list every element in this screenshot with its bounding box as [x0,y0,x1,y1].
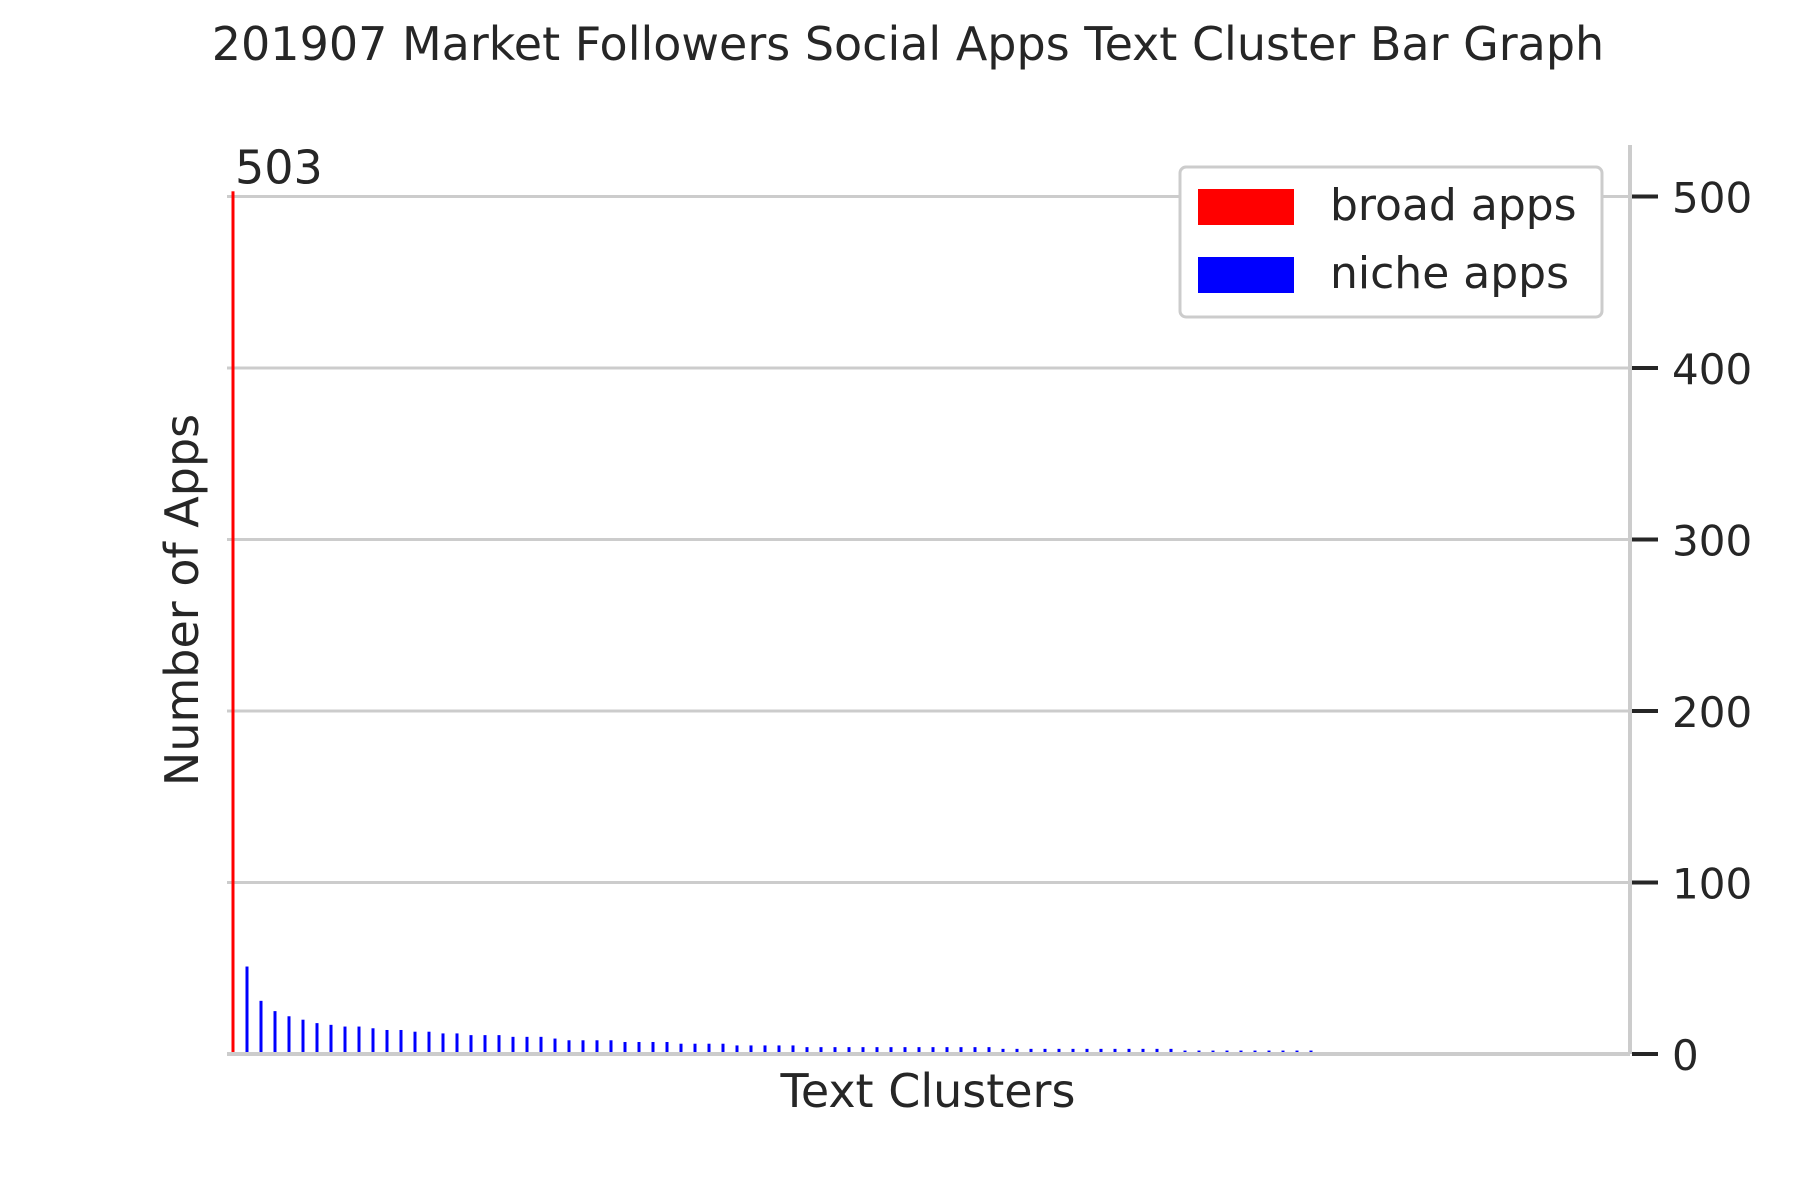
bar-niche-apps-32 [693,1043,697,1054]
bar-niche-apps-56 [1029,1048,1033,1054]
bar-niche-apps-49 [931,1047,935,1054]
y-tick-label-200: 200 [1672,688,1752,737]
bar-niche-apps-33 [707,1043,711,1054]
bar-niche-apps-57 [1043,1048,1047,1054]
bar-niche-apps-31 [679,1043,683,1054]
bar-niche-apps-66 [1169,1048,1173,1054]
y-axis-label: Number of Apps [155,414,209,786]
bar-niche-apps-40 [805,1047,809,1054]
bar-niche-apps-58 [1057,1048,1061,1054]
bar-niche-apps-2 [273,1011,277,1054]
bar-niche-apps-23 [567,1040,571,1054]
bar-niche-apps-24 [581,1040,585,1054]
bar-niche-apps-5 [315,1023,319,1054]
bar-niche-apps-11 [399,1029,403,1054]
bar-niche-apps-38 [777,1045,781,1054]
bar-niche-apps-27 [623,1041,627,1054]
bar-niche-apps-6 [329,1024,333,1054]
bar-niche-apps-22 [553,1038,557,1054]
bar-niche-apps-20 [525,1036,529,1054]
bar-niche-apps-41 [819,1047,823,1054]
legend-label-0: broad apps [1330,180,1577,231]
bar-niche-apps-3 [287,1016,291,1054]
x-axis-label: Text Clusters [780,1064,1076,1118]
data-label-0: 503 [235,140,323,194]
bars [231,191,1313,1054]
bar-niche-apps-60 [1085,1048,1089,1054]
bar-niche-apps-43 [847,1047,851,1054]
bar-niche-apps-51 [959,1047,963,1054]
bar-niche-apps-44 [861,1047,865,1054]
bar-niche-apps-54 [1001,1048,1005,1054]
bar-niche-apps-18 [497,1035,501,1054]
bar-niche-apps-21 [539,1036,543,1054]
bar-niche-apps-46 [889,1047,893,1054]
bar-niche-apps-65 [1155,1048,1159,1054]
bar-niche-apps-28 [637,1041,641,1054]
legend: broad apps niche apps [1178,165,1604,319]
bar-niche-apps-50 [945,1047,949,1054]
bar-niche-apps-8 [357,1026,361,1054]
bar-niche-apps-9 [371,1028,375,1054]
bar-niche-apps-30 [665,1041,669,1054]
bar-niche-apps-39 [791,1045,795,1054]
chart-title: 201907 Market Followers Social Apps Text… [212,17,1604,71]
bar-niche-apps-42 [833,1047,837,1054]
bar-niche-apps-17 [483,1035,487,1054]
legend-swatch-0 [1198,189,1294,225]
bar-niche-apps-47 [903,1047,907,1054]
bar-niche-apps-64 [1141,1048,1145,1054]
bar-niche-apps-26 [609,1040,613,1054]
bar-niche-apps-19 [511,1036,515,1054]
bar-niche-apps-15 [455,1033,459,1054]
bar-niche-apps-29 [651,1041,655,1054]
bar-niche-apps-62 [1113,1048,1117,1054]
legend-swatch-1 [1198,257,1294,293]
bar-niche-apps-48 [917,1047,921,1054]
bar-niche-apps-55 [1015,1048,1019,1054]
bar-niche-apps-61 [1099,1048,1103,1054]
y-tick-label-300: 300 [1672,516,1752,565]
bar-niche-apps-10 [385,1029,389,1054]
bar-niche-apps-35 [735,1045,739,1054]
y-tick-label-0: 0 [1672,1031,1699,1080]
bar-niche-apps-14 [441,1033,445,1054]
bar-niche-apps-37 [763,1045,767,1054]
data-labels: 503 [235,140,323,194]
bar-niche-apps-52 [973,1047,977,1054]
bar-niche-apps-13 [427,1031,431,1054]
y-tick-label-100: 100 [1672,859,1752,908]
bar-niche-apps-1 [259,1000,263,1054]
bar-broad-apps-0 [231,191,235,1054]
bar-niche-apps-45 [875,1047,879,1054]
bar-niche-apps-0 [245,966,249,1054]
bar-niche-apps-36 [749,1045,753,1054]
legend-label-1: niche apps [1330,248,1569,299]
y-tick-label-500: 500 [1672,173,1752,222]
y-axis: 0 100 200 300 400 500 [227,145,1752,1080]
bar-niche-apps-25 [595,1040,599,1054]
bar-niche-apps-59 [1071,1048,1075,1054]
bar-niche-apps-12 [413,1031,417,1054]
bar-niche-apps-53 [987,1047,991,1054]
y-tick-label-400: 400 [1672,345,1752,394]
bar-niche-apps-4 [301,1019,305,1054]
bar-niche-apps-16 [469,1035,473,1054]
bar-niche-apps-7 [343,1026,347,1054]
bar-niche-apps-63 [1127,1048,1131,1054]
bar-niche-apps-34 [721,1043,725,1054]
